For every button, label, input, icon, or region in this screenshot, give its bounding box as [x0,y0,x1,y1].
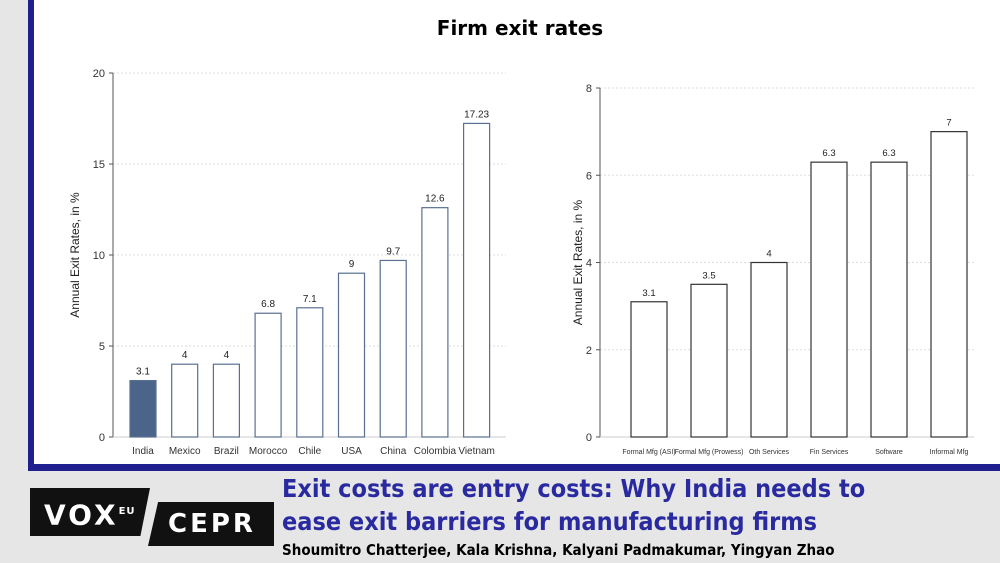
bar [212,363,240,438]
data-label: 7 [946,118,951,129]
bar [296,307,324,438]
bar [870,161,908,438]
x-tick-label: India [132,446,154,457]
x-tick-label: Vietnam [458,446,495,457]
bar [810,161,848,438]
bar [463,122,491,438]
y-tick-label: 6 [586,170,592,182]
bar [379,259,407,438]
chart-panel: Firm exit rates 0 5 10 15 20 Annual Exit Rate… [28,0,1000,471]
x-tick-label: Colombia [414,446,457,457]
logo-eu: EU [118,506,136,517]
data-label: 4 [766,249,771,260]
data-label: 9.7 [386,246,400,257]
y-tick-label: 0 [99,432,105,444]
data-label: 17.23 [464,109,489,120]
cepr-logo[interactable]: CEPR [148,502,274,546]
article-authors: Shoumitro Chatterjee, Kala Krishna, Kaly… [282,541,835,559]
logo-vox: VOX [44,498,119,532]
x-tick-label: Brazil [214,446,239,457]
bar [254,312,282,438]
x-tick-label: Formal Mfg (Prowess) [675,449,744,456]
x-tick-label: Software [875,449,903,456]
y-tick-label: 10 [93,250,105,262]
bar [630,301,668,438]
data-label: 3.1 [136,367,150,378]
y-tick-label: 5 [99,341,105,353]
data-label: 6.3 [822,148,835,159]
data-label: 12.6 [425,194,445,205]
data-label: 6.3 [882,148,895,159]
x-tick-label: Morocco [249,446,288,457]
x-tick-label: Fin Services [810,449,849,456]
bar [930,131,968,438]
data-label: 4 [224,350,230,361]
bar [337,272,366,438]
y-tick-label: 15 [93,159,105,171]
x-tick-label: Chile [298,446,321,457]
bar [129,379,157,438]
data-label: 3.1 [642,288,655,299]
x-tick-label: Mexico [169,446,201,457]
x-tick-label: USA [341,446,362,457]
voxeu-logo[interactable]: VOXEU [30,488,150,536]
x-tick-label: Oth Services [749,449,790,456]
data-label: 3.5 [702,270,715,281]
bar [171,363,199,438]
data-label: 9 [349,259,355,270]
x-tick-label: Informal Mfg [930,449,969,456]
y-tick-label: 20 [93,68,105,80]
y-tick-label: 2 [586,345,592,357]
bar [421,207,449,438]
y-axis-label: Annual Exit Rates, in % [68,192,82,318]
bar [690,283,728,438]
data-label: 7.1 [303,294,317,305]
y-axis-label: Annual Exit Rates, in % [571,199,585,325]
data-label: 6.8 [261,299,275,310]
chart-title: Firm exit rates [436,16,604,40]
bar [750,261,788,438]
data-label: 4 [182,350,188,361]
y-tick-label: 4 [586,258,592,270]
y-tick-label: 8 [586,83,592,95]
x-tick-label: Formal Mfg (ASI) [622,449,675,456]
x-tick-label: China [380,446,407,457]
article-headline[interactable]: Exit costs are entry costs: Why India ne… [282,474,866,536]
y-tick-label: 0 [586,432,592,444]
